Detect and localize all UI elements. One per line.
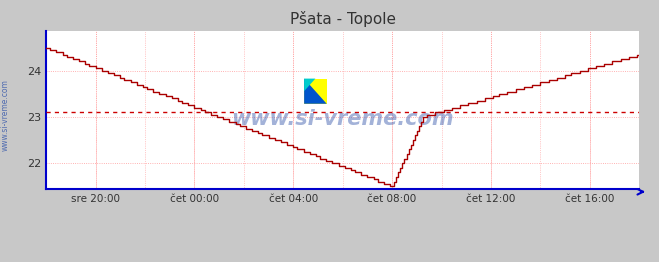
Text: www.si-vreme.com: www.si-vreme.com bbox=[231, 110, 454, 129]
Polygon shape bbox=[304, 79, 316, 91]
Title: Pšata - Topole: Pšata - Topole bbox=[290, 12, 395, 28]
Legend: temperatura [C]: temperatura [C] bbox=[279, 258, 406, 262]
Text: www.si-vreme.com: www.si-vreme.com bbox=[1, 79, 10, 151]
Polygon shape bbox=[304, 79, 327, 104]
Polygon shape bbox=[304, 79, 327, 104]
